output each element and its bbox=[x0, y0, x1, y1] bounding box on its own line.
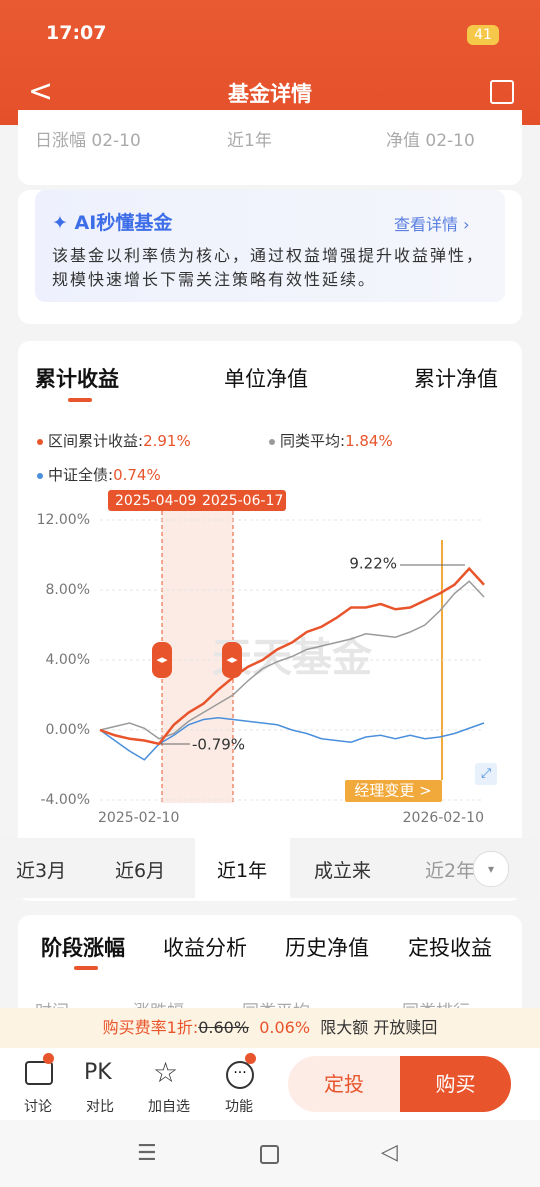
event-box[interactable] bbox=[345, 780, 442, 802]
ai-text: 该基金以利率债为核心，通过权益增强提升收益弹性，规模快速增长下需关注策略有效性延… bbox=[52, 246, 485, 289]
chart: 2025-04-09 2025-06-17 天天基金 12.00%8.00%4.… bbox=[37, 490, 497, 826]
summary-item: 净值 02-10 bbox=[386, 131, 475, 151]
summary-item: 日涨幅 02-10 bbox=[35, 131, 141, 151]
y-tick-label: 8.00% bbox=[46, 582, 90, 598]
status-time: 17:07 bbox=[46, 22, 107, 44]
action-label: 加自选 bbox=[148, 1099, 190, 1115]
nav-back[interactable]: ◁ bbox=[381, 1140, 398, 1165]
range-shade bbox=[162, 511, 233, 803]
range-start: 2025-04-09 bbox=[115, 493, 196, 509]
handle-icon: ◂▸ bbox=[226, 653, 238, 666]
event-label: 经理变更 > bbox=[354, 782, 431, 800]
action-label: 讨论 bbox=[24, 1099, 52, 1115]
system-nav bbox=[0, 1120, 540, 1187]
tab-indicator bbox=[74, 966, 98, 970]
section-tab[interactable]: 收益分析 bbox=[163, 936, 247, 960]
range-handle[interactable] bbox=[222, 642, 242, 678]
series-line bbox=[99, 716, 485, 761]
period-tab[interactable]: 近6月 bbox=[115, 860, 166, 882]
ai-link-text: 查看详情 bbox=[394, 215, 459, 234]
action-label: 对比 bbox=[86, 1099, 114, 1115]
badge bbox=[43, 1053, 54, 1064]
section-tab[interactable]: 历史净值 bbox=[285, 936, 369, 960]
summary-item: 近1年 bbox=[227, 131, 272, 151]
tab-indicator bbox=[68, 398, 92, 402]
fee-banner: 购买费率1折:0.60% 0.06% 限大额 开放赎回 bbox=[0, 1008, 540, 1048]
badge bbox=[245, 1053, 256, 1064]
section-tab[interactable]: 定投收益 bbox=[408, 936, 492, 960]
legend-dot bbox=[37, 438, 43, 445]
x-tick-label: 2026-02-10 bbox=[403, 810, 484, 826]
summary-card bbox=[18, 110, 522, 185]
share-button[interactable] bbox=[490, 80, 514, 104]
handle-icon: ◂▸ bbox=[156, 653, 168, 666]
ai-link[interactable]: 查看详情 › bbox=[394, 215, 470, 234]
ai-box bbox=[35, 190, 505, 302]
legend-name: 中证全债: bbox=[48, 466, 114, 484]
chart-card bbox=[18, 341, 522, 901]
chart-tab[interactable]: 累计净值 bbox=[414, 367, 498, 391]
period-tab[interactable]: 近3月 bbox=[16, 860, 67, 882]
period-selected bbox=[195, 838, 290, 898]
more-periods[interactable]: ▾ bbox=[473, 851, 509, 887]
y-tick-label: 0.00% bbox=[46, 722, 90, 738]
legend-entry[interactable]: 中证全债:0.74% bbox=[37, 464, 161, 485]
header-bg bbox=[0, 0, 540, 125]
period-tab[interactable]: 近2年 bbox=[425, 860, 476, 882]
legend-name: 同类平均: bbox=[280, 432, 346, 450]
section-tab[interactable]: 阶段涨幅 bbox=[41, 936, 125, 960]
period-tab[interactable]: 近1年 bbox=[217, 860, 268, 882]
min-label: -0.79% bbox=[192, 736, 245, 754]
legend-value: 1.84% bbox=[345, 432, 393, 450]
fee-original: 0.60% bbox=[198, 1018, 250, 1037]
ai-title: ✦ AI秒懂基金 bbox=[52, 212, 173, 234]
star-icon[interactable]: ☆ bbox=[153, 1056, 179, 1089]
legend-name: 区间累计收益: bbox=[48, 432, 144, 450]
legend-entry[interactable]: 区间累计收益:2.91% bbox=[37, 430, 191, 451]
fee-label: 购买费率1折: bbox=[102, 1018, 199, 1037]
pk-icon[interactable]: PK bbox=[84, 1060, 112, 1085]
action-label: 功能 bbox=[225, 1099, 253, 1115]
legend-value: 0.74% bbox=[113, 466, 161, 484]
series-line bbox=[99, 566, 485, 746]
legend-entry[interactable]: 同类平均:1.84% bbox=[269, 430, 393, 451]
buy-button[interactable]: 购买 bbox=[400, 1056, 511, 1112]
legend-dot bbox=[269, 438, 275, 445]
fee-discount: 0.06% bbox=[259, 1018, 311, 1037]
legend-dot bbox=[37, 472, 43, 479]
y-tick-label: -4.00% bbox=[40, 792, 90, 808]
discuss-icon[interactable] bbox=[25, 1061, 53, 1085]
page-title: 基金详情 bbox=[228, 82, 312, 106]
plan-button[interactable]: 定投 bbox=[288, 1056, 400, 1112]
chart-tab[interactable]: 累计收益 bbox=[35, 367, 119, 391]
battery: 41 bbox=[467, 25, 499, 45]
range-label-box bbox=[108, 490, 286, 511]
range-end: 2025-06-17 bbox=[202, 493, 283, 509]
period-tab[interactable]: 成立来 bbox=[314, 860, 372, 882]
legend-value: 2.91% bbox=[143, 432, 191, 450]
x-tick-label: 2025-02-10 bbox=[98, 810, 179, 826]
chart-tab[interactable]: 单位净值 bbox=[224, 367, 308, 391]
back-button[interactable]: < bbox=[28, 74, 54, 109]
y-tick-label: 4.00% bbox=[46, 652, 90, 668]
max-label: 9.22% bbox=[349, 555, 397, 573]
more-icon[interactable]: ··· bbox=[226, 1061, 254, 1089]
fee-note: 限大额 开放赎回 bbox=[320, 1018, 438, 1037]
expand-icon: ⤢ bbox=[481, 767, 491, 782]
nav-menu[interactable]: ☰ bbox=[137, 1141, 157, 1166]
y-tick-label: 12.00% bbox=[37, 512, 90, 528]
plot: 12.00% 8.00% 4.00% 0.00% -4.00% 2025-02-10 202… bbox=[37, 512, 485, 826]
nav-home[interactable] bbox=[260, 1145, 279, 1164]
expand-button[interactable] bbox=[475, 763, 497, 785]
ai-title-text: AI秒懂基金 bbox=[74, 212, 173, 234]
range-handle[interactable] bbox=[152, 642, 172, 678]
